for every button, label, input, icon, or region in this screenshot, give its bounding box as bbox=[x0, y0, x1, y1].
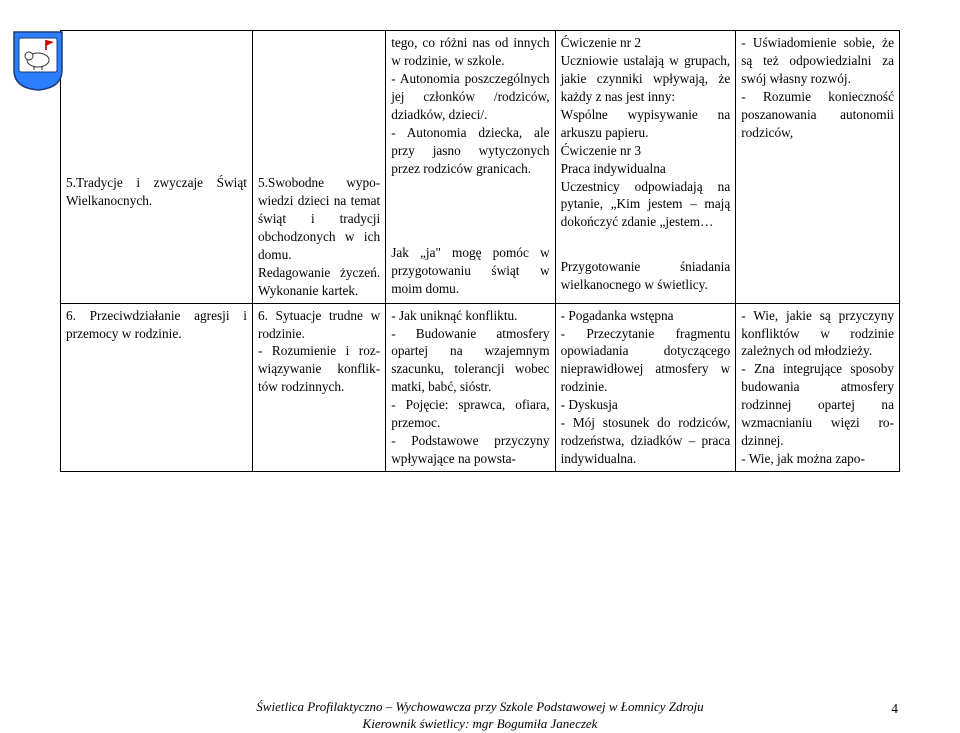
text: - Pogadanka wstępna - Przeczytanie fragm… bbox=[561, 307, 731, 468]
footer-text: Świetlica Profilaktyczno – Wychowawcza p… bbox=[0, 699, 960, 733]
text: - Jak uniknąć konfliktu. - Budowanie atm… bbox=[391, 307, 549, 468]
cell-forms: 6. Sytuacje trudne w rodzinie. - Rozumie… bbox=[252, 303, 385, 471]
cell-exercises: Przygotowanie śniadania wielkanocnego w … bbox=[555, 241, 736, 303]
cell-outcomes: - Wie, jakie są przyczyny konfliktów w r… bbox=[736, 303, 900, 471]
text: Przygotowanie śniadania wielkanocnego w … bbox=[561, 258, 731, 294]
text: tego, co różni nas od innych w rodzinie,… bbox=[391, 34, 549, 178]
text: Ćwiczenie nr 2 Uczniowie ustalają w gru­… bbox=[561, 34, 731, 231]
curriculum-table: 5.Tradycje i zwyczaje Świąt Wielkanocnyc… bbox=[60, 30, 900, 472]
cell-exercises: - Pogadanka wstępna - Przeczytanie fragm… bbox=[555, 303, 736, 471]
cell-exercises: Ćwiczenie nr 2 Uczniowie ustalają w gru­… bbox=[555, 31, 736, 241]
cell-content: tego, co różni nas od innych w rodzinie,… bbox=[386, 31, 555, 241]
footer-line2: Kierownik świetlicy: mgr Bogumiła Janecz… bbox=[363, 716, 598, 731]
cell-content: Jak „ja" mogę pomóc w przygotowaniu świą… bbox=[386, 241, 555, 303]
text: 6. Sytuacje trudne w rodzinie. - Rozumie… bbox=[258, 307, 380, 397]
document-page: 5.Tradycje i zwyczaje Świąt Wielkanocnyc… bbox=[0, 0, 960, 717]
text: 6. Przeciwdziałanie agresji i przemocy w… bbox=[66, 307, 247, 343]
cell-topic: 6. Przeciwdziałanie agresji i przemocy w… bbox=[61, 303, 253, 471]
text: Jak „ja" mogę pomóc w przygotowaniu świą… bbox=[391, 244, 549, 298]
text: - Wie, jakie są przyczyny konfliktów w r… bbox=[741, 307, 894, 468]
footer-line1: Świetlica Profilaktyczno – Wychowawcza p… bbox=[256, 699, 703, 714]
cell-forms: 5.Swobodne wypo­wiedzi dzieci na temat ś… bbox=[252, 31, 385, 304]
cell-outcomes: - Uświadomienie sobie, że są też odpowie… bbox=[736, 31, 900, 304]
cell-content: - Jak uniknąć konfliktu. - Budowanie atm… bbox=[386, 303, 555, 471]
text: 5.Swobodne wypo­wiedzi dzieci na temat ś… bbox=[258, 174, 380, 300]
text: 5.Tradycje i zwyczaje Świąt Wielkanocnyc… bbox=[66, 174, 247, 210]
cell-topic: 5.Tradycje i zwyczaje Świąt Wielkanocnyc… bbox=[61, 31, 253, 304]
page-number: 4 bbox=[891, 701, 898, 717]
text: - Uświadomienie sobie, że są też odpowie… bbox=[741, 34, 894, 142]
coat-of-arms-logo bbox=[12, 30, 64, 92]
